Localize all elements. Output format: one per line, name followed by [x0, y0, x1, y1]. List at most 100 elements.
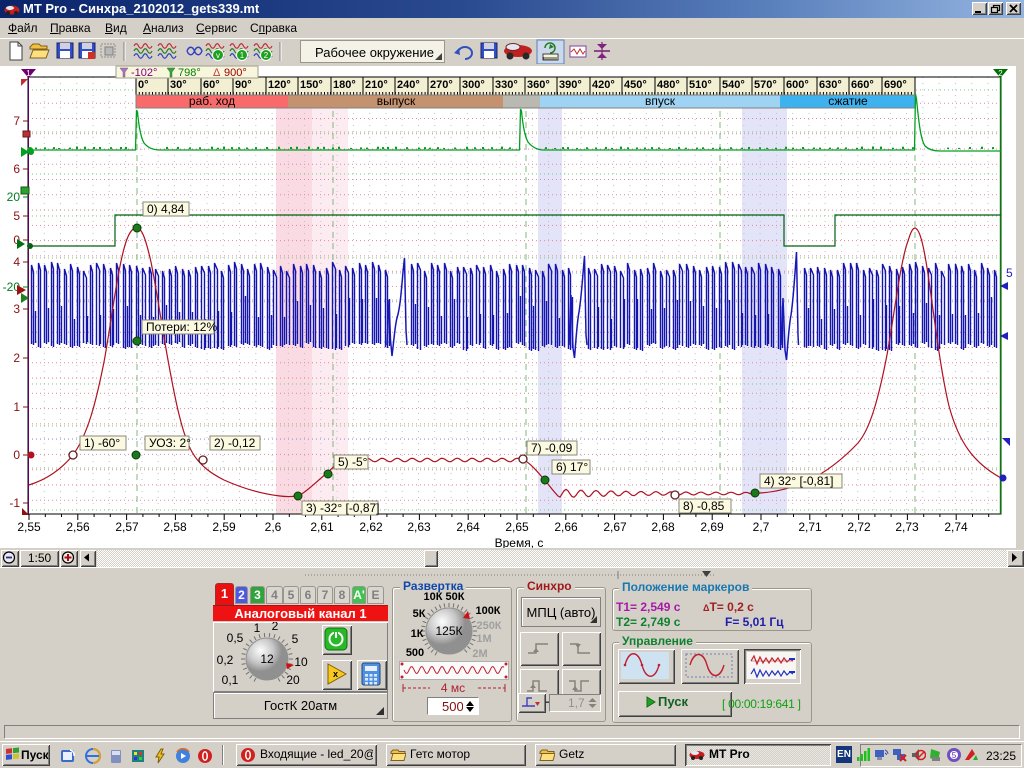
svg-text:2) -0,12: 2) -0,12	[214, 436, 256, 450]
svg-text:2,68: 2,68	[651, 520, 675, 534]
svg-text:1: 1	[26, 69, 31, 78]
svg-text:420°: 420°	[592, 79, 615, 91]
svg-text:5К: 5К	[413, 608, 426, 620]
svg-text:2,58: 2,58	[163, 520, 187, 534]
svg-text:330°: 330°	[495, 79, 518, 91]
svg-text:2,74: 2,74	[944, 520, 968, 534]
svg-text:480°: 480°	[657, 79, 680, 91]
svg-text:-102°: -102°	[131, 67, 157, 79]
svg-text:0,1: 0,1	[222, 673, 239, 687]
svg-text:150°: 150°	[300, 79, 323, 91]
svg-text:600°: 600°	[786, 79, 809, 91]
svg-text:2: 2	[272, 622, 279, 633]
svg-text:2,67: 2,67	[603, 520, 627, 534]
svg-text:390°: 390°	[559, 79, 582, 91]
svg-text:798°: 798°	[178, 67, 201, 79]
svg-text:0) 4,84: 0) 4,84	[147, 202, 185, 216]
svg-text:0: 0	[13, 448, 20, 462]
svg-text:2: 2	[998, 69, 1003, 78]
svg-text:570°: 570°	[754, 79, 777, 91]
svg-text:210°: 210°	[365, 79, 388, 91]
svg-text:5: 5	[13, 209, 20, 223]
svg-text:630°: 630°	[819, 79, 842, 91]
svg-text:690°: 690°	[884, 79, 907, 91]
svg-text:2,7: 2,7	[753, 520, 770, 534]
svg-text:900°: 900°	[224, 67, 247, 79]
svg-text:12: 12	[260, 652, 274, 666]
svg-text:10К: 10К	[424, 591, 443, 603]
svg-text:v: v	[216, 51, 220, 60]
svg-text:5: 5	[952, 751, 957, 760]
svg-text:2,56: 2,56	[66, 520, 90, 534]
svg-text:2,55: 2,55	[17, 520, 41, 534]
svg-text:-20: -20	[3, 280, 21, 294]
svg-text:2,62: 2,62	[359, 520, 383, 534]
svg-text:Δ: Δ	[213, 67, 221, 79]
svg-text:450°: 450°	[624, 79, 647, 91]
svg-text:360°: 360°	[527, 79, 550, 91]
svg-text:90°: 90°	[235, 79, 252, 91]
svg-text:120°: 120°	[268, 79, 291, 91]
svg-text:2,57: 2,57	[115, 520, 139, 534]
svg-text:500: 500	[406, 647, 424, 659]
svg-text:3) -32° [-0,87]: 3) -32° [-0,87]	[306, 501, 380, 515]
svg-text:4) 32° [-0,81]: 4) 32° [-0,81]	[764, 474, 834, 488]
svg-text:4: 4	[13, 255, 20, 269]
svg-text:7) -0,09: 7) -0,09	[531, 441, 573, 455]
svg-text:0°: 0°	[138, 79, 149, 91]
svg-text:1М: 1М	[476, 633, 491, 645]
svg-text:раб. ход: раб. ход	[189, 94, 235, 108]
svg-text:2,65: 2,65	[505, 520, 529, 534]
svg-text:0: 0	[13, 233, 20, 247]
svg-text:x: x	[333, 669, 338, 679]
svg-text:510°: 510°	[689, 79, 712, 91]
svg-text:5: 5	[1006, 266, 1013, 280]
svg-text:50К: 50К	[446, 591, 465, 603]
svg-text:сжатие: сжатие	[828, 94, 868, 108]
svg-text:10: 10	[294, 655, 308, 669]
svg-text:1) -60°: 1) -60°	[84, 436, 120, 450]
svg-text:6: 6	[13, 162, 20, 176]
svg-text:0,5: 0,5	[227, 631, 244, 645]
svg-text:2: 2	[264, 51, 269, 60]
svg-text:-1: -1	[9, 496, 20, 510]
svg-text:0,2: 0,2	[217, 653, 234, 667]
svg-text:540°: 540°	[722, 79, 745, 91]
svg-text:2,72: 2,72	[847, 520, 871, 534]
svg-text:Потери: 12%: Потери: 12%	[146, 320, 217, 334]
svg-text:2,69: 2,69	[700, 520, 724, 534]
svg-text:2: 2	[13, 351, 20, 365]
svg-text:3: 3	[13, 302, 20, 316]
svg-text:240°: 240°	[397, 79, 420, 91]
svg-text:1: 1	[240, 51, 245, 60]
svg-text:20: 20	[286, 673, 300, 687]
svg-text:УОЗ: 2°: УОЗ: 2°	[149, 436, 191, 450]
svg-text:2М: 2М	[472, 648, 487, 660]
svg-text:20: 20	[7, 190, 21, 204]
svg-text:впуск: впуск	[645, 94, 676, 108]
svg-text:100К: 100К	[475, 605, 500, 617]
svg-text:2,61: 2,61	[310, 520, 334, 534]
svg-text:8) -0,85: 8) -0,85	[683, 499, 725, 513]
svg-text:2,66: 2,66	[554, 520, 578, 534]
svg-text:выпуск: выпуск	[377, 94, 416, 108]
svg-text:2,73: 2,73	[895, 520, 919, 534]
svg-text:270°: 270°	[430, 79, 453, 91]
svg-text:1: 1	[254, 622, 261, 635]
svg-text:1: 1	[13, 400, 20, 414]
svg-text:60°: 60°	[203, 79, 220, 91]
svg-text:180°: 180°	[333, 79, 356, 91]
svg-text:30°: 30°	[170, 79, 187, 91]
svg-text:Время, с: Время, с	[495, 536, 544, 548]
svg-text:2,64: 2,64	[456, 520, 480, 534]
svg-text:660°: 660°	[851, 79, 874, 91]
svg-text:5) -5°: 5) -5°	[338, 455, 368, 469]
svg-text:2,6: 2,6	[265, 520, 282, 534]
svg-text:1К: 1К	[411, 628, 424, 640]
svg-text:125К: 125К	[435, 624, 462, 638]
svg-text:5: 5	[292, 632, 299, 646]
svg-text:7: 7	[13, 114, 20, 128]
svg-text:250К: 250К	[476, 620, 501, 632]
svg-text:6) 17°: 6) 17°	[556, 460, 588, 474]
svg-text:300°: 300°	[462, 79, 485, 91]
